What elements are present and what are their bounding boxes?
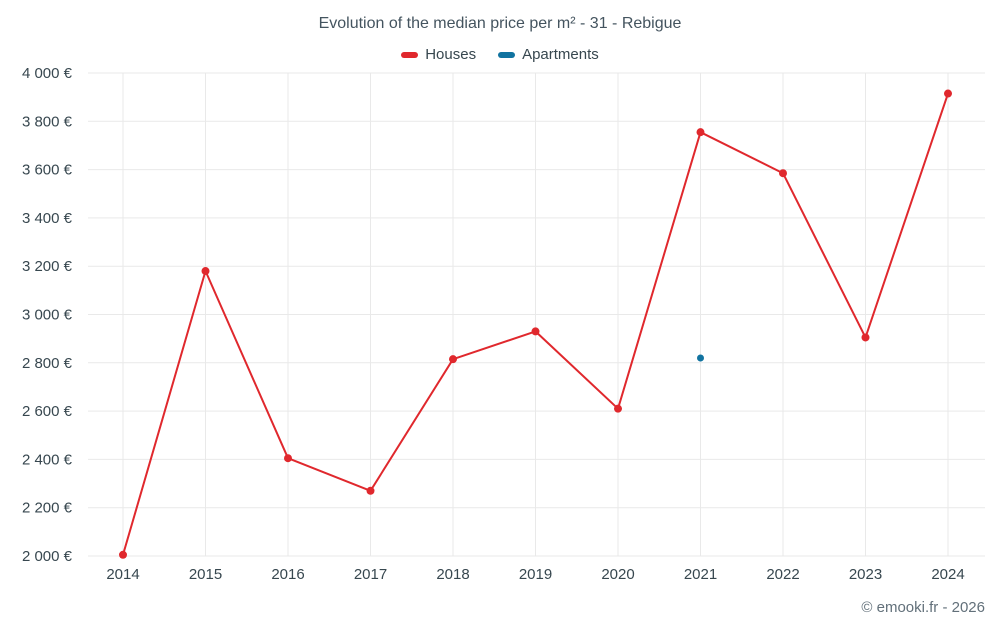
data-point-apartments xyxy=(697,354,704,362)
x-tick-label: 2020 xyxy=(601,566,634,583)
data-point-houses xyxy=(861,333,870,342)
legend-label-apartments: Apartments xyxy=(522,46,599,63)
legend-marker-apartments-icon xyxy=(498,51,516,58)
y-tick-label: 3 000 € xyxy=(22,307,73,324)
y-tick-label: 3 400 € xyxy=(22,210,73,227)
y-tick-label: 2 800 € xyxy=(22,355,73,372)
chart-title: Evolution of the median price per m² - 3… xyxy=(318,15,682,32)
data-point-houses xyxy=(696,128,705,137)
legend-marker-houses-icon xyxy=(401,51,419,58)
data-point-houses xyxy=(779,169,787,178)
y-tick-label: 3 200 € xyxy=(22,258,73,275)
legend-label-houses: Houses xyxy=(425,46,477,63)
y-tick-label: 3 800 € xyxy=(22,113,73,130)
y-tick-label: 2 400 € xyxy=(22,451,73,468)
x-tick-label: 2016 xyxy=(271,566,304,583)
x-tick-label: 2024 xyxy=(931,566,964,583)
data-point-houses xyxy=(531,327,540,336)
x-tick-label: 2015 xyxy=(189,566,222,583)
y-tick-label: 2 200 € xyxy=(22,500,73,517)
y-tick-label: 4 000 € xyxy=(22,65,73,82)
y-tick-label: 2 600 € xyxy=(22,403,73,420)
data-point-houses xyxy=(944,89,952,98)
legend-item-houses[interactable]: Houses xyxy=(401,46,476,63)
data-point-houses xyxy=(284,454,292,463)
x-tick-label: 2014 xyxy=(106,566,139,583)
y-tick-label: 3 600 € xyxy=(22,162,73,179)
x-tick-label: 2018 xyxy=(436,566,469,583)
data-point-houses xyxy=(614,404,622,413)
y-tick-label: 2 000 € xyxy=(22,548,73,565)
x-tick-label: 2019 xyxy=(519,566,552,583)
x-tick-label: 2017 xyxy=(354,566,387,583)
x-tick-label: 2022 xyxy=(766,566,799,583)
x-tick-label: 2021 xyxy=(684,566,717,583)
data-point-houses xyxy=(119,550,127,559)
chart-footer-credit: © emooki.fr - 2026 xyxy=(861,599,985,616)
data-point-houses xyxy=(201,267,210,276)
x-tick-label: 2023 xyxy=(849,566,882,583)
legend-item-apartments[interactable]: Apartments xyxy=(498,46,599,63)
data-point-houses xyxy=(366,486,375,495)
chart-legend: Houses Apartments xyxy=(0,46,1000,63)
data-point-houses xyxy=(449,355,457,364)
